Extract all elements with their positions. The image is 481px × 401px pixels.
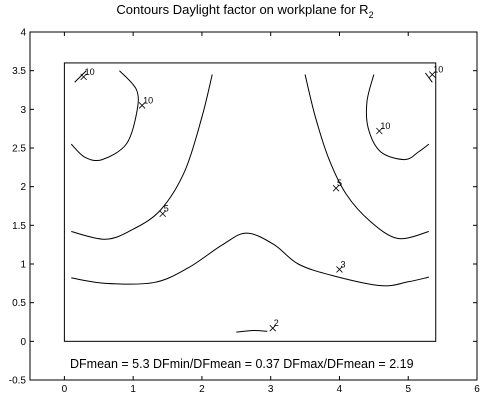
contour-line-level-10 (70, 70, 139, 162)
contour-label-marker (80, 73, 87, 81)
x-tick-label: 2 (199, 384, 205, 395)
contour-labels: 10 10 10 10 5 5 3 2 (80, 65, 443, 332)
contour-line-level-2 (236, 329, 268, 333)
y-tick-label: 2.5 (12, 144, 26, 155)
contour-line-level-5 (304, 74, 429, 240)
x-tick-label: 6 (474, 384, 480, 395)
contour-label: 3 (340, 259, 345, 269)
contour-label: 10 (433, 65, 443, 75)
contour-line-level-5 (71, 74, 213, 240)
contour-line-level-10 (365, 74, 430, 161)
contour-label-marker (429, 71, 436, 78)
contour-label: 10 (85, 67, 95, 77)
contour-lines (70, 70, 433, 333)
y-tick-label: 3.5 (12, 66, 26, 77)
y-tick-label: 3 (20, 105, 26, 116)
x-tick-label: 1 (130, 384, 136, 395)
contour-label: 5 (164, 204, 169, 214)
contour-label-marker (376, 127, 383, 135)
contour-label: 2 (274, 318, 279, 328)
y-tick-label: 1 (20, 260, 26, 271)
contour-line-level-3 (71, 232, 429, 287)
chart-title: Contours Daylight factor on workplane fo… (116, 2, 373, 20)
x-tick-label: 5 (405, 384, 411, 395)
contour-line-level-10 (425, 72, 433, 83)
room-outline (63, 62, 437, 342)
stats-text: DFmean = 5.3 DFmin/DFmean = 0.37 DFmax/D… (70, 357, 414, 371)
chart-title-subscript: 2 (369, 10, 374, 20)
contour-line-level-10 (74, 70, 87, 83)
y-tick-label: 0.5 (12, 298, 26, 309)
y-tick-label: 1.5 (12, 221, 26, 232)
contour-label-marker (159, 210, 167, 218)
axes-frame (29, 31, 478, 381)
contour-label: 10 (380, 121, 390, 131)
x-tick-label: 4 (337, 384, 343, 395)
x-tick-label: 3 (268, 384, 274, 395)
contour-label-marker (336, 266, 343, 273)
contour-label-marker (269, 324, 277, 332)
y-tick-label: 0 (20, 337, 26, 348)
y-tick-label: 4 (20, 28, 26, 39)
y-tick-label: -0.5 (9, 376, 27, 387)
y-tick-label: 2 (20, 182, 26, 193)
contour-label-marker (138, 102, 146, 109)
contour-label-marker (332, 184, 340, 192)
contour-label: 10 (143, 95, 153, 105)
contour-label: 5 (337, 178, 342, 188)
axis-ticks: 0 1 2 3 4 5 6 -0.5 0 0.5 1 1.5 2 2.5 3 3.5 4 (9, 28, 480, 396)
chart-title-main: Contours Daylight factor on workplane fo… (116, 2, 368, 17)
x-tick-label: 0 (62, 384, 68, 395)
